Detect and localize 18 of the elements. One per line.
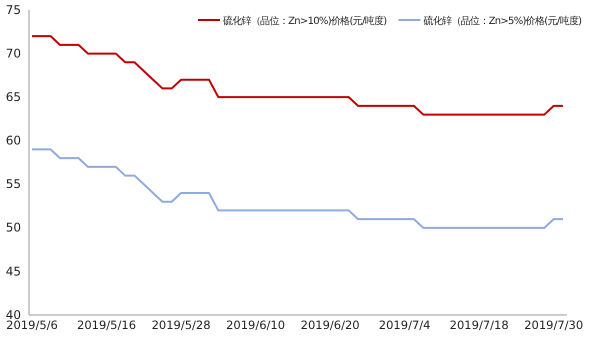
line-series <box>31 148 564 229</box>
x-tick-label: 2019/7/4 <box>378 318 430 332</box>
y-tick-label: 70 <box>6 46 21 60</box>
y-tick-label: 45 <box>6 264 21 278</box>
x-tick-label: 2019/5/28 <box>152 318 211 332</box>
y-tick-label: 50 <box>6 220 21 235</box>
y-tick-label: 60 <box>6 134 21 148</box>
x-tick-label: 2019/7/18 <box>450 318 509 332</box>
y-tick-label: 65 <box>6 90 21 104</box>
y-tick-label: 55 <box>6 177 21 192</box>
legend-label: 硫化锌（品位：Zn>5%)价格(元/吨度) <box>423 15 582 27</box>
x-tick-label: 2019/5/16 <box>77 318 136 332</box>
y-tick-label: 75 <box>6 2 21 17</box>
x-tick-label: 2019/7/30 <box>524 318 584 332</box>
line-series <box>31 35 564 116</box>
legend-label: 硫化锌（品位：Zn>10%)价格(元/吨度) <box>223 15 388 27</box>
x-tick-label: 2019/6/20 <box>300 318 360 332</box>
x-tick-label: 2019/6/10 <box>226 318 286 332</box>
